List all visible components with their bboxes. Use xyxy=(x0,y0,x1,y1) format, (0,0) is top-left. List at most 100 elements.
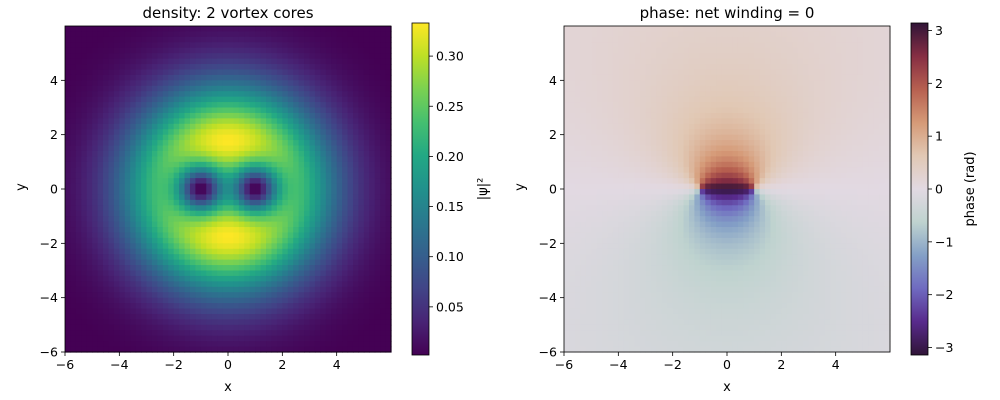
heatmap-cell xyxy=(130,172,137,179)
heatmap-cell xyxy=(86,118,93,125)
heatmap-cell xyxy=(851,80,858,87)
heatmap-cell xyxy=(374,47,381,54)
heatmap-cell xyxy=(363,118,370,125)
heatmap-cell xyxy=(298,69,305,76)
heatmap-cell xyxy=(81,107,88,114)
heatmap-cell xyxy=(352,341,359,348)
heatmap-cell xyxy=(157,53,164,60)
heatmap-cell xyxy=(108,150,115,157)
heatmap-cell xyxy=(282,167,289,174)
heatmap-cell xyxy=(238,259,245,266)
heatmap-cell xyxy=(748,53,755,60)
heatmap-cell xyxy=(276,64,283,71)
heatmap-cell xyxy=(222,85,229,92)
heatmap-cell xyxy=(634,58,641,65)
heatmap-cell xyxy=(75,64,82,71)
heatmap-cell xyxy=(260,145,267,152)
heatmap-cell xyxy=(792,36,799,43)
heatmap-cell xyxy=(688,26,695,33)
heatmap-cell xyxy=(119,270,126,277)
heatmap-cell xyxy=(113,42,120,49)
heatmap-cell xyxy=(179,265,186,272)
heatmap-cell xyxy=(206,227,213,234)
heatmap-cell xyxy=(195,129,202,136)
heatmap-cell xyxy=(748,47,755,54)
heatmap-cell xyxy=(304,178,311,185)
heatmap-cell xyxy=(70,47,77,54)
heatmap-cell xyxy=(331,123,338,130)
heatmap-cell xyxy=(743,74,750,81)
heatmap-cell xyxy=(596,112,603,119)
heatmap-cell xyxy=(775,26,782,33)
heatmap-cell xyxy=(873,96,880,103)
heatmap-cell xyxy=(211,102,218,109)
heatmap-cell xyxy=(314,216,321,223)
heatmap-cell xyxy=(81,221,88,228)
heatmap-cell xyxy=(119,118,126,125)
heatmap-cell xyxy=(314,297,321,304)
heatmap-cell xyxy=(206,270,213,277)
heatmap-cell xyxy=(569,80,576,87)
heatmap-cell xyxy=(369,107,376,114)
heatmap-cell xyxy=(304,183,311,190)
heatmap-cell xyxy=(276,129,283,136)
heatmap-cell xyxy=(103,26,110,33)
heatmap-cell xyxy=(179,313,186,320)
heatmap-cell xyxy=(580,129,587,136)
heatmap-cell xyxy=(336,254,343,261)
heatmap-cell xyxy=(380,53,387,60)
heatmap-cell xyxy=(222,69,229,76)
heatmap-cell xyxy=(862,129,869,136)
heatmap-cell xyxy=(602,118,609,125)
heatmap-cell xyxy=(352,324,359,331)
heatmap-cell xyxy=(569,102,576,109)
heatmap-cell xyxy=(331,254,338,261)
heatmap-cell xyxy=(374,145,381,152)
heatmap-cell xyxy=(732,26,739,33)
heatmap-cell xyxy=(162,199,169,206)
heatmap-cell xyxy=(331,47,338,54)
heatmap-cell xyxy=(293,303,300,310)
heatmap-cell xyxy=(189,221,196,228)
heatmap-cell xyxy=(841,140,848,147)
heatmap-cell xyxy=(602,69,609,76)
heatmap-cell xyxy=(86,259,93,266)
heatmap-cell xyxy=(157,58,164,65)
heatmap-cell xyxy=(65,96,72,103)
heatmap-cell xyxy=(309,335,316,342)
heatmap-cell xyxy=(314,259,321,266)
heatmap-cell xyxy=(309,102,316,109)
heatmap-cell xyxy=(195,259,202,266)
heatmap-cell xyxy=(173,210,180,217)
heatmap-cell xyxy=(699,107,706,114)
heatmap-cell xyxy=(830,74,837,81)
heatmap-cell xyxy=(336,161,343,168)
heatmap-cell xyxy=(656,36,663,43)
heatmap-cell xyxy=(309,248,316,255)
heatmap-cell xyxy=(347,216,354,223)
heatmap-cell xyxy=(276,275,283,282)
heatmap-cell xyxy=(276,237,283,244)
heatmap-cell xyxy=(211,26,218,33)
heatmap-cell xyxy=(699,31,706,38)
heatmap-cell xyxy=(369,194,376,201)
heatmap-cell xyxy=(369,324,376,331)
heatmap-cell xyxy=(325,259,332,266)
heatmap-cell xyxy=(358,221,365,228)
heatmap-cell xyxy=(217,286,224,293)
heatmap-cell xyxy=(688,118,695,125)
heatmap-cell xyxy=(184,259,191,266)
heatmap-cell xyxy=(363,341,370,348)
heatmap-cell xyxy=(103,134,110,141)
heatmap-cell xyxy=(374,319,381,326)
heatmap-cell xyxy=(754,140,761,147)
heatmap-cell xyxy=(233,85,240,92)
heatmap-cell xyxy=(255,270,262,277)
heatmap-cell xyxy=(271,112,278,119)
heatmap-cell xyxy=(585,129,592,136)
heatmap-cell xyxy=(667,74,674,81)
heatmap-cell xyxy=(369,292,376,299)
heatmap-cell xyxy=(792,69,799,76)
heatmap-cell xyxy=(792,26,799,33)
heatmap-cell xyxy=(645,36,652,43)
